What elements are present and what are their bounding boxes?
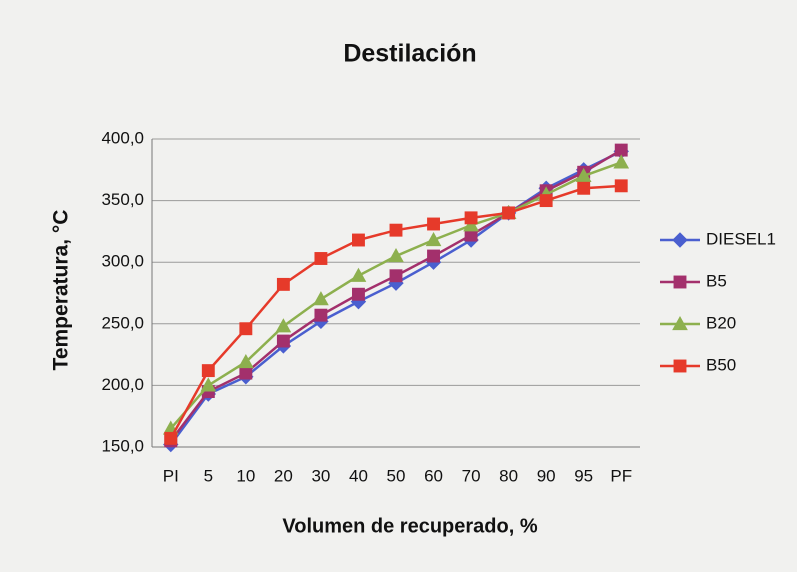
marker [237,353,254,369]
x-axis-label: Volumen de recuperado, % [282,515,537,537]
chart-title: Destilación [343,40,476,68]
marker [613,154,630,169]
marker [464,211,478,225]
y-tick-label: 150,0 [101,436,144,455]
marker [425,231,442,247]
y-axis-label: Temperatura, °C [50,210,73,371]
y-tick-label: 200,0 [101,375,144,394]
x-tick-label: 30 [311,466,330,485]
x-tick-label: 5 [204,466,213,485]
x-tick-label: 80 [499,466,518,485]
marker [276,277,290,291]
y-tick-label: 350,0 [101,190,144,209]
x-tick-label: 10 [236,466,255,485]
legend-label: B5 [706,271,727,290]
marker [239,322,253,336]
x-tick-label: 40 [349,466,368,485]
marker [275,318,292,333]
marker [276,334,290,348]
marker [201,364,215,378]
legend-label: DIESEL1 [706,229,776,248]
marker [350,267,367,282]
x-tick-label: 20 [274,466,293,485]
marker [200,377,217,392]
legend-marker [673,275,687,289]
marker [389,223,403,237]
y-tick-label: 300,0 [101,252,144,271]
legend-label: B50 [706,355,736,374]
marker [352,287,365,301]
x-tick-label: 60 [424,466,443,485]
marker [614,143,628,157]
legend-marker [672,315,688,331]
y-tick-label: 250,0 [101,313,144,332]
x-tick-label: 95 [574,466,593,485]
x-tick-label: PI [163,466,179,485]
legend-label: B20 [706,313,736,332]
marker [389,269,403,283]
legend-marker [672,232,688,248]
y-tick-label: 400,0 [101,128,144,147]
marker [314,252,328,265]
x-tick-label: 50 [387,466,406,485]
marker [502,206,516,220]
x-tick-label: 90 [537,466,556,485]
marker [463,217,479,232]
x-tick-label: PF [610,466,632,485]
marker [313,291,329,306]
marker [388,248,404,263]
legend-marker [673,359,687,373]
x-tick-label: 70 [462,466,481,485]
marker [427,217,440,231]
marker [314,308,328,322]
marker [352,233,365,247]
marker [164,431,178,445]
marker [575,167,592,183]
marker [539,194,553,208]
marker [427,249,440,263]
marker [577,181,591,195]
marker [614,179,628,193]
marker [239,366,253,380]
